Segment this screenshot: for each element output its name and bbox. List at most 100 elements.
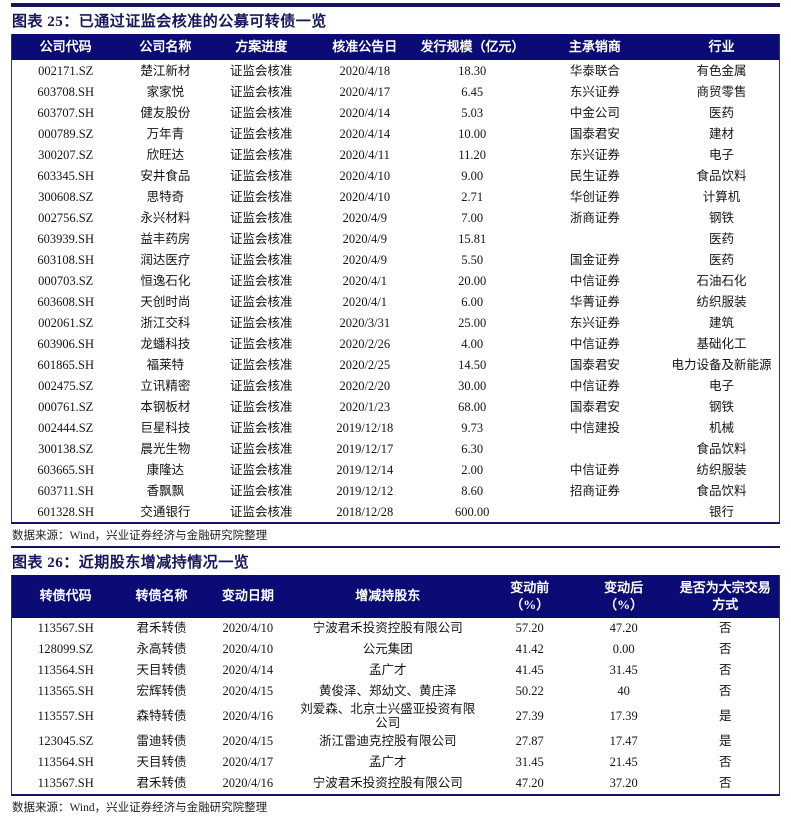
- table-cell: 601865.SH: [37, 357, 94, 372]
- table-cell: 2.00: [461, 462, 484, 477]
- table-cell: 国金证券: [569, 252, 620, 267]
- shareholder-holdings-change-table: 转债代码 转债名称 变动日期 增减持股东 变动前 （%） 变动后 （%） 是否为大宗交易方式…: [12, 575, 779, 793]
- table-cell: 2020/4/10: [339, 168, 391, 183]
- table-cell: 天目转债: [136, 754, 187, 769]
- table-cell: 128099.SZ: [38, 642, 94, 657]
- table-cell: 603345.SH: [37, 168, 94, 183]
- table-row: 603345.SH 安井食品 证监会核准 2020/4/10 9.00 民生证券 食品饮料: [12, 165, 779, 186]
- table-cell: 002475.SZ: [38, 378, 94, 393]
- table-cell: 本钢板材: [140, 399, 191, 414]
- table-cell: 证监会核准: [230, 105, 293, 120]
- table-row: 002444.SZ 巨星科技 证监会核准 2019/12/18 9.73 中信建投 机械: [12, 417, 779, 438]
- table-cell: 57.20: [515, 621, 544, 636]
- table-cell: 天目转债: [136, 663, 187, 678]
- table-cell: 证监会核准: [230, 84, 293, 99]
- table-cell: 600.00: [454, 504, 490, 519]
- column-header: 行业: [663, 34, 779, 61]
- table-cell: 14.50: [458, 357, 487, 372]
- table-header: 转债代码 转债名称 变动日期 增减持股东 变动前 （%） 变动后 （%） 是否为大宗交易方式: [12, 575, 779, 618]
- table-cell: 113557.SH: [37, 708, 94, 723]
- table-cell: 2020/4/9: [342, 231, 388, 246]
- table-cell: 浙江交科: [140, 315, 191, 330]
- table-cell: 603665.SH: [37, 462, 94, 477]
- table-cell: 6.30: [461, 441, 484, 456]
- table-cell: 中信证券: [569, 273, 620, 288]
- table-cell: 18.30: [458, 63, 487, 78]
- table-cell: 孟广才: [369, 663, 407, 678]
- table-cell: 证监会核准: [230, 252, 293, 267]
- column-header: 发行规模（亿元）: [418, 34, 526, 61]
- table-cell: 603708.SH: [37, 84, 94, 99]
- table-row: 300608.SZ 思特奇 证监会核准 2020/4/10 2.71 华创证券 计算机: [12, 186, 779, 207]
- table-cell: 东兴证券: [569, 315, 620, 330]
- table-cell: 康隆达: [146, 462, 185, 477]
- table-cell: 113567.SH: [37, 621, 94, 636]
- table-cell: 7.00: [461, 210, 484, 225]
- table-cell: 食品饮料: [696, 168, 747, 183]
- table-row: 113557.SH 森特转债 2020/4/16 刘爱森、北京士兴盛亚投资有限公司 27…: [12, 702, 779, 731]
- table-row: 603665.SH 康隆达 证监会核准 2019/12/14 2.00 中信证券 纺织服装: [12, 459, 779, 480]
- table-cell: 证监会核准: [230, 168, 293, 183]
- table-row: 000761.SZ 本钢板材 证监会核准 2020/1/23 68.00 国泰君安 钢铁: [12, 396, 779, 417]
- table-cell: 证监会核准: [230, 231, 293, 246]
- table-cell: 医药: [708, 105, 734, 120]
- table-cell: 50.22: [515, 684, 544, 699]
- section-divider: [11, 546, 780, 549]
- table-cell: 000761.SZ: [38, 399, 94, 414]
- table-cell: 钢铁: [708, 210, 734, 225]
- table-cell: 113564.SH: [37, 663, 94, 678]
- table-cell: 中信证券: [569, 462, 620, 477]
- table-row: 601328.SH 交通银行 证监会核准 2018/12/28 600.00 银行: [12, 501, 779, 522]
- table-cell: 300138.SZ: [38, 441, 94, 456]
- data-source-note: 数据来源：Wind，兴业证券经济与金融研究院整理: [12, 801, 268, 814]
- column-header: 变动前 （%）: [483, 575, 576, 618]
- table-cell: 证监会核准: [230, 63, 293, 78]
- table-cell: 002444.SZ: [38, 420, 94, 435]
- table-cell: 润达医疗: [140, 252, 191, 267]
- table-cell: 41.42: [515, 642, 544, 657]
- table-cell: 2020/4/9: [342, 210, 388, 225]
- table-cell: 2020/2/26: [339, 336, 391, 351]
- table-cell: 刘爱森、北京士兴盛亚投资有限公司: [300, 701, 476, 731]
- figure-26-title: 图表 26：近期股东增减持情况一览: [12, 555, 250, 572]
- table-cell: 2020/4/10: [222, 621, 274, 636]
- table-cell: 2020/4/1: [342, 294, 388, 309]
- header-row: 公司代码 公司名称 方案进度 核准公告日 发行规模（亿元） 主承销商 行业: [12, 34, 779, 61]
- table-row: 603608.SH 天创时尚 证监会核准 2020/4/1 6.00 华菁证券 纺织服装: [12, 291, 779, 312]
- table-cell: 123045.SZ: [38, 733, 94, 748]
- table-cell: 25.00: [458, 315, 487, 330]
- table-row: 113567.SH 君禾转债 2020/4/10 宁波君禾投资控股有限公司 57.20 4…: [12, 618, 779, 639]
- table-row: 128099.SZ 永高转债 2020/4/10 公元集团 41.42 0.00 否: [12, 639, 779, 660]
- table-cell: 000789.SZ: [38, 126, 94, 141]
- column-header: 核准公告日: [311, 34, 419, 61]
- table-cell: 证监会核准: [230, 378, 293, 393]
- table-cell: 2020/2/20: [339, 378, 391, 393]
- table-cell: 是: [719, 708, 732, 723]
- table-cell: 002061.SZ: [38, 315, 94, 330]
- table-cell: 2020/4/14: [222, 663, 274, 678]
- table-cell: 证监会核准: [230, 357, 293, 372]
- table-cell: 浙江雷迪克控股有限公司: [319, 733, 457, 748]
- table-cell: 国泰君安: [569, 399, 620, 414]
- table-cell: 4.00: [461, 336, 484, 351]
- table-cell: 医药: [708, 252, 734, 267]
- table-cell: 6.00: [461, 294, 484, 309]
- table-row: 002171.SZ 楚江新材 证监会核准 2020/4/18 18.30 华泰联合 有色金属: [12, 60, 779, 81]
- table-cell: 电子: [708, 147, 734, 162]
- table-cell: 交通银行: [140, 504, 191, 519]
- figure-25-table-frame: 公司代码 公司名称 方案进度 核准公告日 发行规模（亿元） 主承销商 行业 002171.S…: [11, 34, 780, 525]
- table-cell: 603939.SH: [37, 231, 94, 246]
- table-cell: 2019/12/17: [336, 441, 394, 456]
- table-cell: 2020/4/9: [342, 252, 388, 267]
- table-cell: 电力设备及新能源: [671, 357, 772, 372]
- table-cell: 国泰君安: [569, 357, 620, 372]
- table-cell: 思特奇: [146, 189, 185, 204]
- column-header: 转债代码: [12, 575, 120, 618]
- table-cell: 中信证券: [569, 336, 620, 351]
- table-row: 603906.SH 龙蟠科技 证监会核准 2020/2/26 4.00 中信证券 基础化工: [12, 333, 779, 354]
- table-cell: 47.20: [515, 775, 544, 790]
- table-cell: 银行: [708, 504, 734, 519]
- table-row: 000703.SZ 恒逸石化 证监会核准 2020/4/1 20.00 中信证券 石油石化: [12, 270, 779, 291]
- report-page: 图表 25：已通过证监会核准的公募可转债一览 公司代码 公司名称 方案进度 核准公告日…: [0, 3, 791, 818]
- table-cell: 安井食品: [140, 168, 191, 183]
